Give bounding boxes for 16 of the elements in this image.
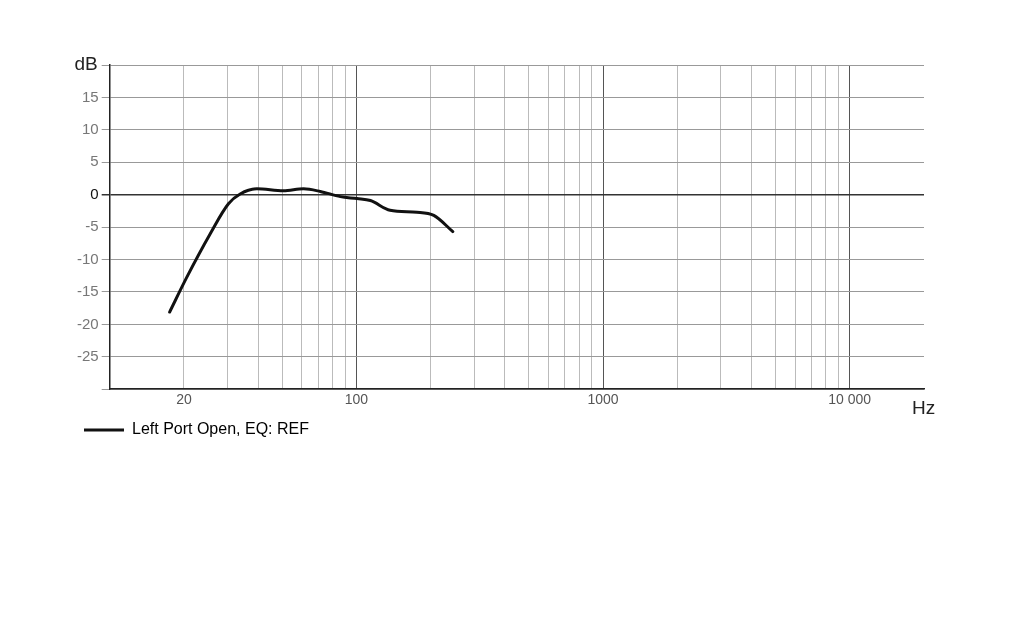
y-tick-label: -15	[76, 282, 99, 300]
x-tick-label: 10 000	[828, 391, 872, 408]
legend-label: Left Port Open, EQ: REF	[132, 420, 310, 438]
y-tick-label: 5	[90, 152, 99, 170]
y-tick-label: -5	[85, 217, 99, 235]
y-tick-label: 15	[81, 87, 99, 105]
y-tick-label: 10	[81, 119, 99, 137]
x-tick-label: 100	[344, 391, 369, 408]
y-tick-label: -25	[76, 346, 99, 364]
y-tick-label: -10	[76, 249, 99, 267]
x-tick-label: 20	[176, 391, 192, 408]
y-axis-title: dB	[74, 53, 98, 75]
x-axis-title: Hz	[912, 397, 936, 419]
y-tick-label: -20	[76, 314, 99, 332]
x-tick-label: 1000	[587, 391, 619, 408]
y-tick-label: 0	[90, 184, 99, 202]
